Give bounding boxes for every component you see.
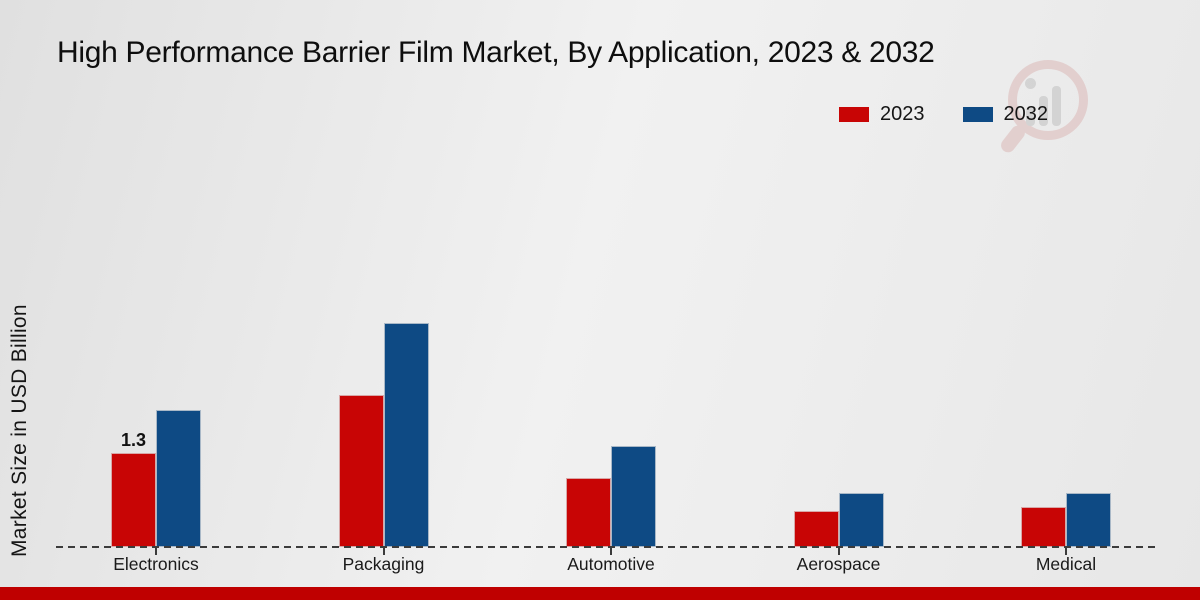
legend-label-2023: 2023 xyxy=(880,103,925,125)
category-label-electronics: Electronics xyxy=(113,554,199,574)
x-axis-tick xyxy=(1065,547,1067,555)
bar-aerospace-2032 xyxy=(838,493,884,547)
bar-packaging-2032 xyxy=(383,323,429,547)
watermark-logo xyxy=(998,52,1100,156)
legend-swatch-2023 xyxy=(839,107,869,122)
legend-label-2032: 2032 xyxy=(1003,103,1049,125)
legend-item-2032: 2032 xyxy=(962,103,1049,126)
bar-medical-2032 xyxy=(1066,493,1111,547)
x-axis-baseline xyxy=(56,546,1157,548)
category-label-aerospace: Aerospace xyxy=(796,554,881,574)
category-label-medical: Medical xyxy=(1035,554,1097,574)
bar-aerospace-2023 xyxy=(793,511,839,547)
bar-packaging-2023 xyxy=(338,395,384,547)
x-axis-tick xyxy=(610,547,612,555)
bar-electronics-2032 xyxy=(156,410,201,547)
x-axis-tick xyxy=(155,547,157,555)
x-axis-tick xyxy=(382,547,385,555)
legend-swatch-2032 xyxy=(962,107,993,122)
x-axis-tick xyxy=(837,547,840,555)
watermark-person-icon xyxy=(1025,78,1036,89)
bar-electronics-2023 xyxy=(111,453,156,547)
legend: 2023 2032 xyxy=(839,103,1048,126)
footer-accent-band xyxy=(0,587,1200,600)
chart-title: High Performance Barrier Film Market, By… xyxy=(57,36,935,69)
bar-automotive-2023 xyxy=(566,478,611,547)
watermark-bar-icon xyxy=(1026,108,1035,126)
bar-medical-2023 xyxy=(1021,507,1066,547)
category-label-packaging: Packaging xyxy=(342,554,425,574)
bar-value-label: 1.3 xyxy=(120,430,147,450)
bar-automotive-2032 xyxy=(611,446,656,547)
category-label-automotive: Automotive xyxy=(567,554,655,574)
watermark-bar-icon xyxy=(1039,96,1048,126)
legend-item-2023: 2023 xyxy=(839,103,925,126)
watermark-bar-icon xyxy=(1052,86,1061,126)
magnifier-icon xyxy=(1008,60,1088,140)
